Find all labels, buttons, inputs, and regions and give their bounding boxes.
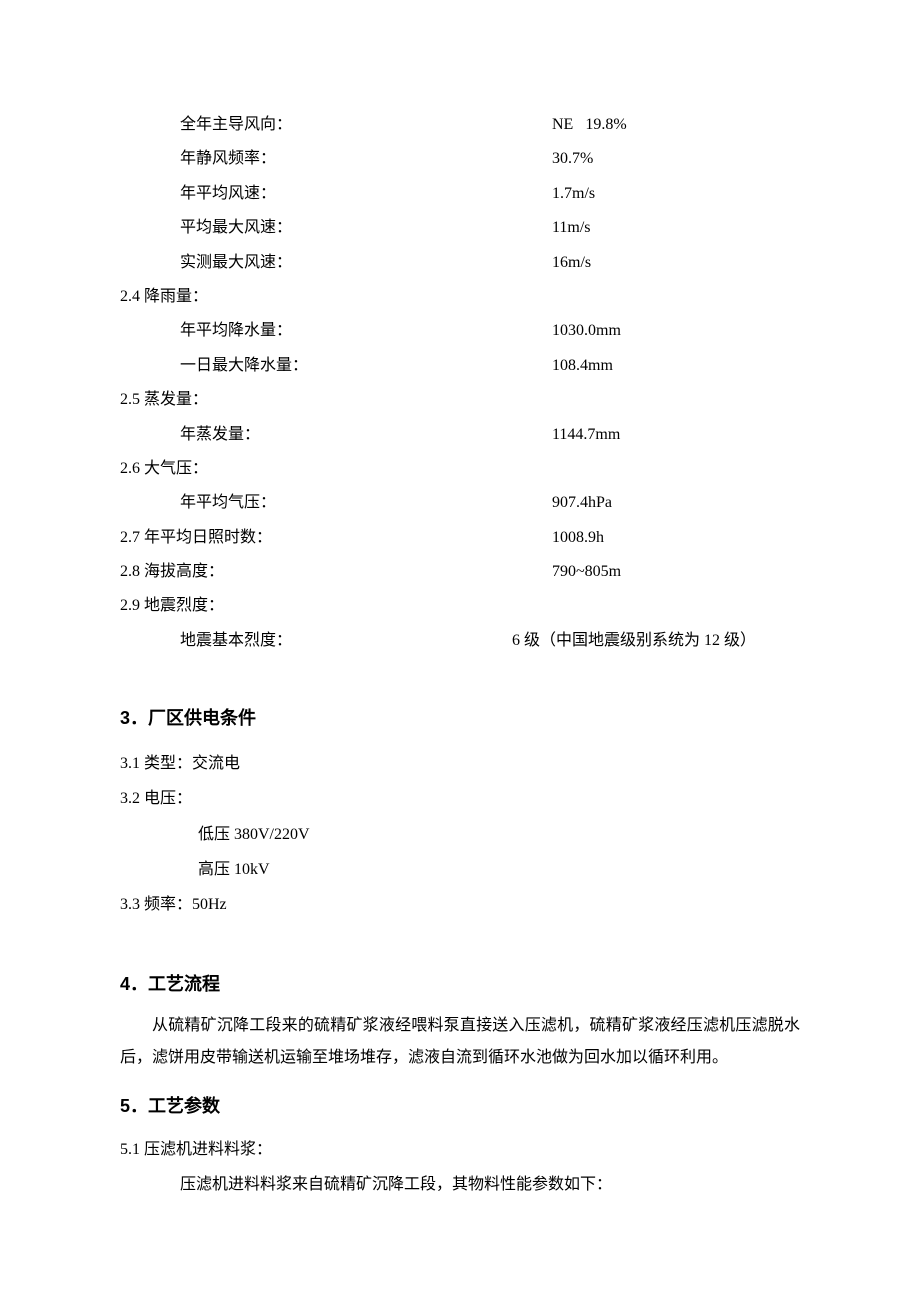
row-value: NE 19.8% xyxy=(552,110,627,140)
data-row: 年平均降水量： 1030.0mm xyxy=(120,316,800,346)
section-3-line: 3.1 类型：交流电 xyxy=(120,746,800,781)
data-row: 2.7 年平均日照时数： 1008.9h xyxy=(120,523,800,553)
row-value: 1.7m/s xyxy=(552,179,595,209)
section-3-heading: 3．厂区供电条件 xyxy=(120,704,800,730)
row-value: 1030.0mm xyxy=(552,316,621,346)
row-label: 年平均气压： xyxy=(180,488,552,518)
row-label: 年蒸发量： xyxy=(180,420,552,450)
row-label: 2.6 大气压： xyxy=(120,454,552,484)
row-value: 6 级（中国地震级别系统为 12 级） xyxy=(512,626,756,656)
section-2-data: 全年主导风向： NE 19.8% 年静风频率： 30.7% 年平均风速： 1.7… xyxy=(120,110,800,656)
section-4-paragraph: 从硫精矿沉降工段来的硫精矿浆液经喂料泵直接送入压滤机，硫精矿浆液经压滤机压滤脱水… xyxy=(120,1010,800,1074)
data-row: 平均最大风速： 11m/s xyxy=(120,213,800,243)
section-3-subline: 高压 10kV xyxy=(120,852,800,887)
section-3-line: 3.2 电压： xyxy=(120,781,800,816)
row-label: 地震基本烈度： xyxy=(180,626,552,656)
row-label: 年平均风速： xyxy=(180,179,552,209)
row-label: 2.7 年平均日照时数： xyxy=(120,523,552,553)
row-value: 30.7% xyxy=(552,144,593,174)
row-value: 1008.9h xyxy=(552,523,604,553)
data-row: 2.6 大气压： xyxy=(120,454,800,484)
data-row: 年平均风速： 1.7m/s xyxy=(120,179,800,209)
row-label: 2.5 蒸发量： xyxy=(120,385,552,415)
data-row: 2.9 地震烈度： xyxy=(120,591,800,621)
row-value: 108.4mm xyxy=(552,351,613,381)
row-value: 907.4hPa xyxy=(552,488,612,518)
row-label: 年平均降水量： xyxy=(180,316,552,346)
row-label: 实测最大风速： xyxy=(180,248,552,278)
data-row: 年静风频率： 30.7% xyxy=(120,144,800,174)
row-value: 790~805m xyxy=(552,557,621,587)
section-4-heading: 4．工艺流程 xyxy=(120,970,800,996)
section-5-line: 5.1 压滤机进料料浆： xyxy=(120,1132,800,1167)
data-row: 一日最大降水量： 108.4mm xyxy=(120,351,800,381)
data-row: 全年主导风向： NE 19.8% xyxy=(120,110,800,140)
row-value: 11m/s xyxy=(552,213,591,243)
section-5-line: 压滤机进料料浆来自硫精矿沉降工段，其物料性能参数如下： xyxy=(120,1167,800,1202)
section-3-subline: 低压 380V/220V xyxy=(120,817,800,852)
section-3-line: 3.3 频率：50Hz xyxy=(120,887,800,922)
data-row: 2.8 海拔高度： 790~805m xyxy=(120,557,800,587)
row-label: 平均最大风速： xyxy=(180,213,552,243)
row-value: 16m/s xyxy=(552,248,591,278)
row-label: 2.8 海拔高度： xyxy=(120,557,552,587)
row-value: 1144.7mm xyxy=(552,420,620,450)
data-row-seismic: 地震基本烈度： 6 级（中国地震级别系统为 12 级） xyxy=(120,626,800,656)
row-label: 一日最大降水量： xyxy=(180,351,552,381)
section-5-heading: 5．工艺参数 xyxy=(120,1092,800,1118)
row-label: 年静风频率： xyxy=(180,144,552,174)
row-label: 2.4 降雨量： xyxy=(120,282,552,312)
data-row: 2.5 蒸发量： xyxy=(120,385,800,415)
row-label: 2.9 地震烈度： xyxy=(120,591,552,621)
data-row: 年平均气压： 907.4hPa xyxy=(120,488,800,518)
row-label: 全年主导风向： xyxy=(180,110,552,140)
data-row: 年蒸发量： 1144.7mm xyxy=(120,420,800,450)
data-row: 实测最大风速： 16m/s xyxy=(120,248,800,278)
data-row: 2.4 降雨量： xyxy=(120,282,800,312)
